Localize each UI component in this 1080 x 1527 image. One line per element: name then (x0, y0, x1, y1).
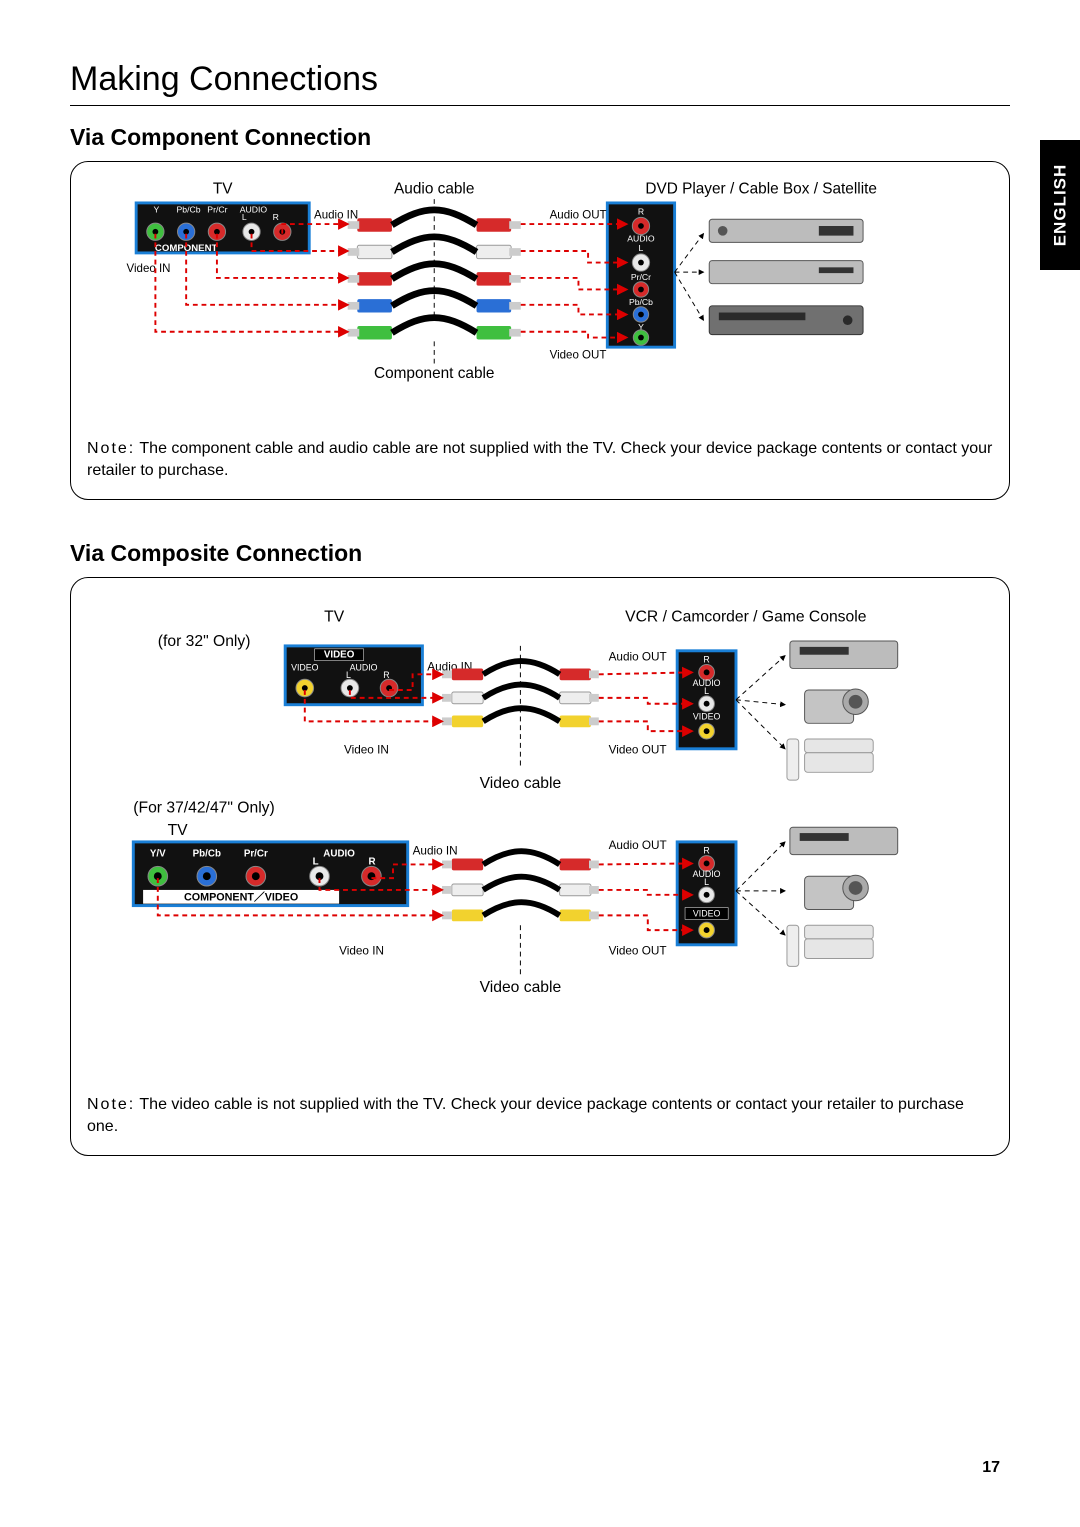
component-note: Note: The component cable and audio cabl… (87, 438, 993, 481)
svg-text:R: R (383, 670, 389, 680)
lbl-videoin: Video IN (127, 263, 171, 275)
svg-text:L: L (639, 243, 644, 253)
svg-text:AUDIO: AUDIO (627, 233, 655, 243)
svg-text:Pb/Cb: Pb/Cb (193, 849, 221, 860)
component-diagram-svg: TV Audio cable DVD Player / Cable Box / … (87, 176, 993, 426)
component-diagram-box: TV Audio cable DVD Player / Cable Box / … (70, 161, 1010, 500)
svg-text:Audio IN: Audio IN (413, 845, 458, 858)
svg-text:TV: TV (324, 609, 345, 626)
p-pr: Pr/Cr (207, 205, 227, 215)
svg-text:R: R (638, 206, 644, 216)
lbl-dvd: DVD Player / Cable Box / Satellite (645, 180, 877, 197)
svg-text:Pb/Cb: Pb/Cb (629, 297, 653, 307)
svg-text:Audio OUT: Audio OUT (609, 651, 667, 664)
svg-text:Video cable: Video cable (480, 979, 562, 996)
svg-text:VIDEO: VIDEO (324, 650, 355, 661)
svg-text:L: L (704, 686, 709, 696)
svg-text:R: R (369, 857, 376, 868)
svg-text:Video IN: Video IN (344, 744, 389, 757)
page-title: Making Connections (70, 60, 1010, 106)
svg-text:(For 37/42/47" Only): (For 37/42/47" Only) (133, 800, 274, 817)
language-tab: ENGLISH (1040, 140, 1080, 270)
p-l: L (242, 212, 247, 222)
svg-text:Video OUT: Video OUT (609, 744, 667, 757)
note-text: The component cable and audio cable are … (87, 440, 992, 479)
section2-heading: Via Composite Connection (70, 540, 1010, 567)
svg-text:AUDIO: AUDIO (323, 849, 355, 860)
page-number: 17 (982, 1459, 1000, 1477)
lbl-componentcable: Component cable (374, 365, 495, 382)
svg-text:Video OUT: Video OUT (609, 945, 667, 958)
note-label-2: Note: (87, 1096, 135, 1113)
section1-heading: Via Component Connection (70, 124, 1010, 151)
note-label: Note: (87, 440, 135, 457)
lbl-audioin: Audio IN (314, 209, 358, 221)
note-text-2: The video cable is not supplied with the… (87, 1096, 964, 1135)
svg-text:Y/V: Y/V (150, 849, 166, 860)
language-tab-label: ENGLISH (1050, 164, 1070, 247)
svg-text:R: R (703, 846, 709, 856)
svg-text:Video IN: Video IN (339, 945, 384, 958)
svg-text:AUDIO: AUDIO (350, 663, 378, 673)
svg-text:Pr/Cr: Pr/Cr (244, 849, 268, 860)
svg-text:VCR / Camcorder / Game Console: VCR / Camcorder / Game Console (625, 609, 867, 626)
svg-text:R: R (703, 655, 709, 665)
svg-text:COMPONENT／VIDEO: COMPONENT／VIDEO (184, 891, 298, 904)
lbl-audioout: Audio OUT (550, 209, 607, 221)
svg-text:L: L (313, 857, 319, 868)
svg-text:(for 32" Only): (for 32" Only) (158, 633, 251, 650)
composite-note: Note: The video cable is not supplied wi… (87, 1094, 993, 1137)
p-y: Y (153, 205, 159, 215)
composite-diagram-box: TV VCR / Camcorder / Game Console (for 3… (70, 577, 1010, 1156)
lbl-tv: TV (213, 180, 233, 197)
p-r: R (273, 212, 279, 222)
svg-text:Pr/Cr: Pr/Cr (631, 272, 651, 282)
p-pb: Pb/Cb (177, 205, 201, 215)
composite-diagram-svg: TV VCR / Camcorder / Game Console (for 3… (87, 592, 993, 1082)
svg-text:Video cable: Video cable (480, 775, 562, 792)
svg-text:TV: TV (168, 822, 189, 839)
lbl-videoout: Video OUT (550, 350, 607, 362)
svg-text:L: L (704, 877, 709, 887)
lbl-audiocable: Audio cable (394, 180, 474, 197)
svg-text:Audio OUT: Audio OUT (609, 839, 667, 852)
svg-text:VIDEO: VIDEO (291, 663, 319, 673)
svg-text:VIDEO: VIDEO (693, 909, 721, 919)
svg-text:VIDEO: VIDEO (693, 712, 721, 722)
